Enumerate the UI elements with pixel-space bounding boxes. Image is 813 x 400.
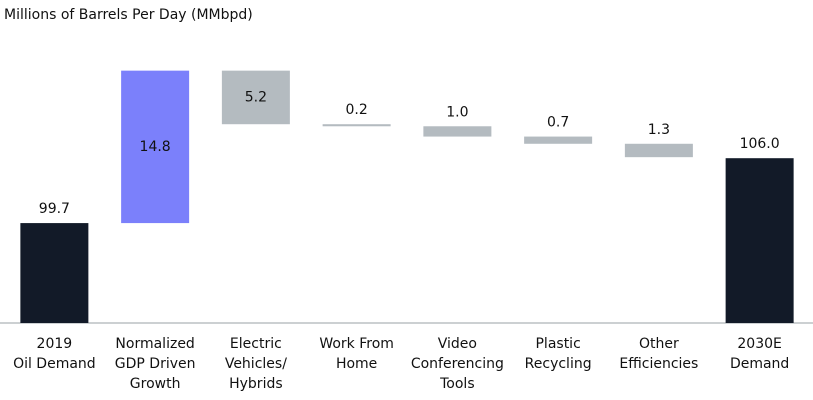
x-tick-label: Efficiencies [619,356,698,372]
value-label: 0.7 [547,115,569,131]
bar [423,126,492,137]
x-tick-label: GDP Driven [115,356,196,372]
x-tick-label: Hybrids [229,376,283,392]
value-label: 99.7 [39,201,70,217]
chart-title: Millions of Barrels Per Day (MMbpd) [4,7,253,23]
value-label: 5.2 [245,89,267,105]
x-tick-label: Home [336,356,377,372]
x-tick-label: 2030E [737,336,781,352]
x-tick-label: Demand [730,356,789,372]
x-tick-label: Tools [439,376,475,392]
bar [624,143,693,158]
x-tick-label: Growth [130,376,181,392]
bar [725,158,794,323]
x-tick-label: Electric [230,336,282,352]
x-tick-label: Work From [319,336,394,352]
x-tick-label: Recycling [525,356,592,372]
x-tick-label: Oil Demand [13,356,96,372]
x-tick-label: Other [639,336,679,352]
value-label: 1.0 [446,104,468,120]
x-tick-label: Conferencing [411,356,504,372]
value-label: 106.0 [740,136,780,152]
bar [524,136,593,144]
bar [221,70,290,125]
x-tick-label: Vehicles/ [225,356,287,372]
x-tick-label: Video [438,336,477,352]
value-label: 1.3 [648,122,670,138]
x-tick-label: Plastic [535,336,580,352]
bar [322,124,391,127]
bar [20,223,89,323]
bar [121,70,190,224]
value-label: 0.2 [345,102,367,118]
x-tick-label: Normalized [115,336,194,352]
x-tick-label: 2019 [37,336,73,352]
value-label: 14.8 [140,139,171,155]
